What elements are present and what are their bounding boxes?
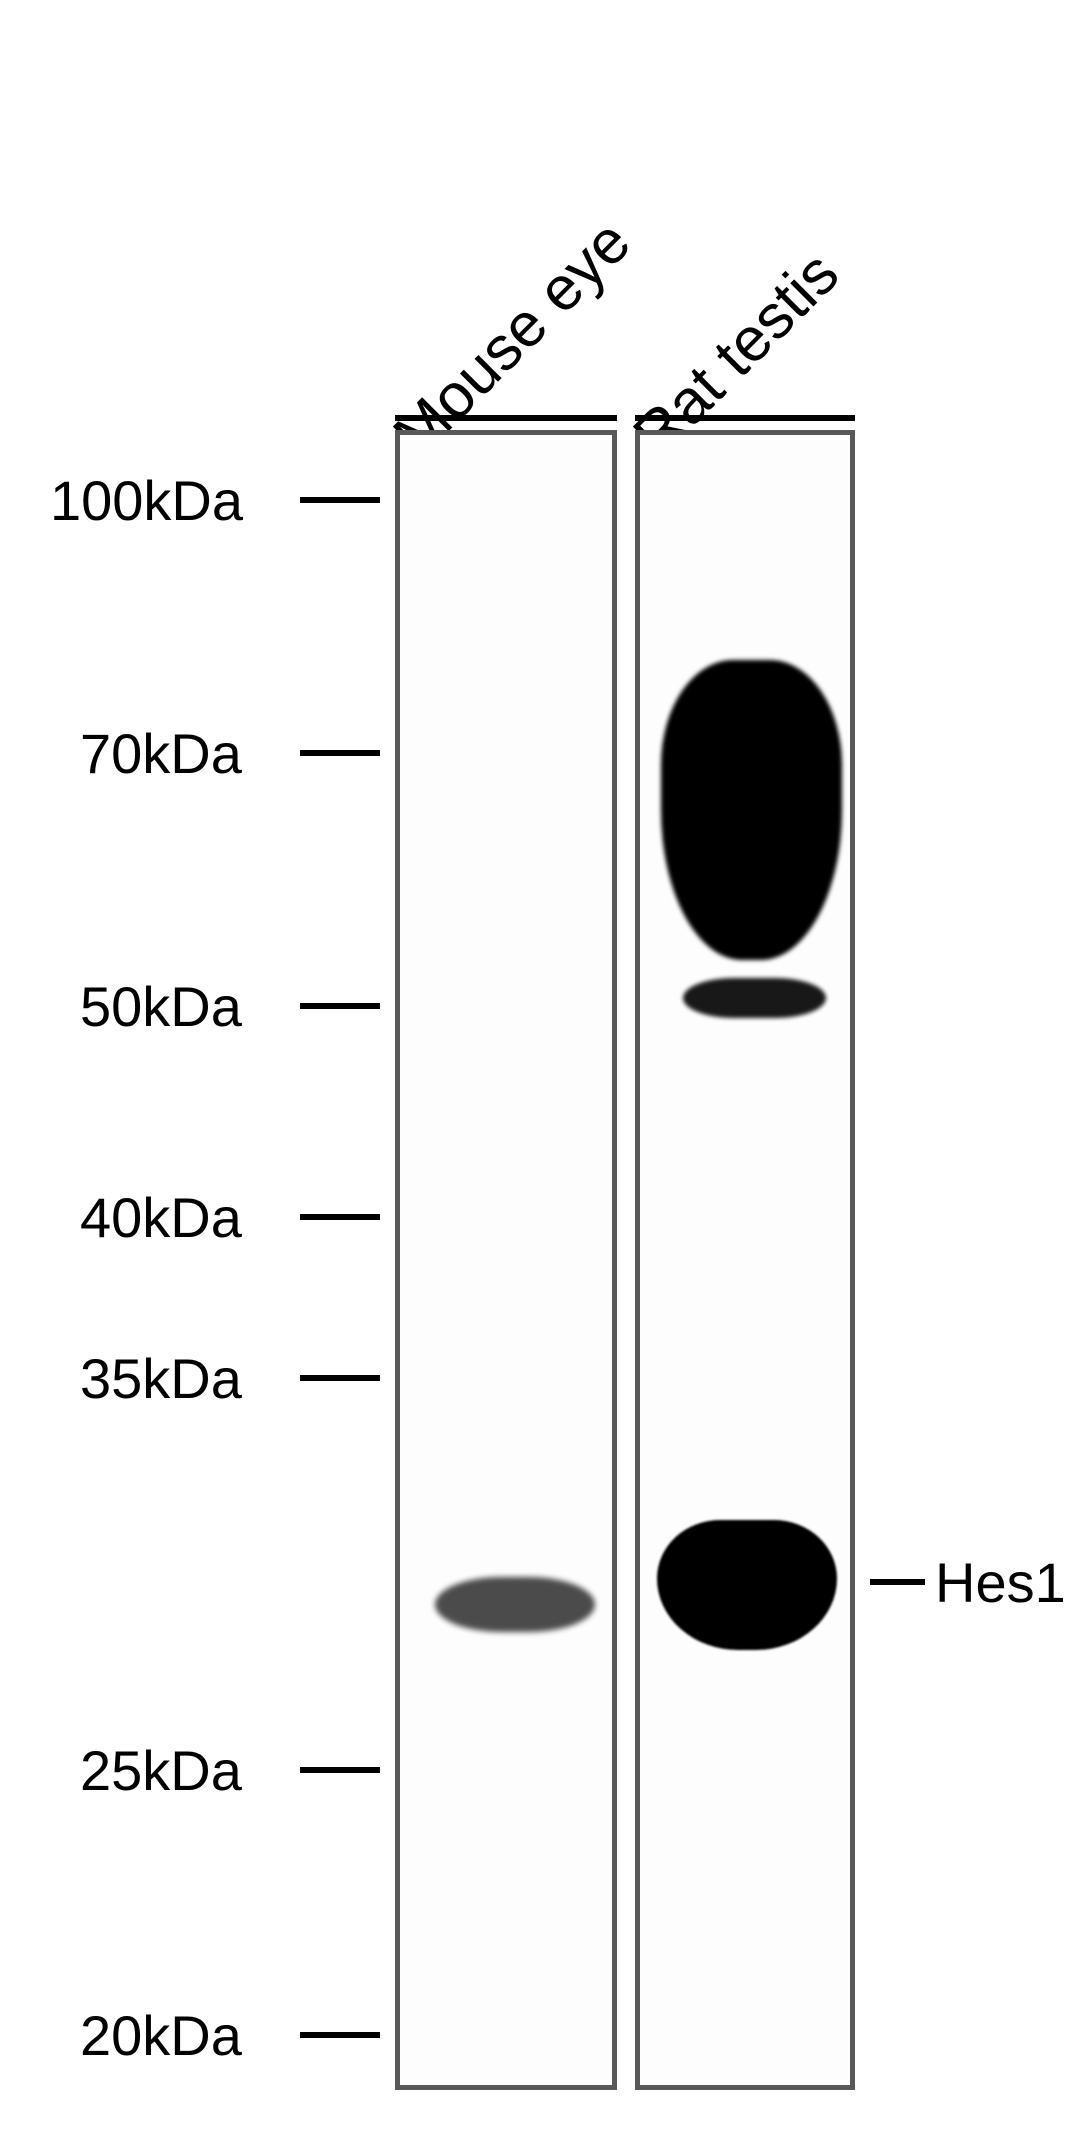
western-blot-figure: Mouse eyeRat testis100kDa70kDa50kDa40kDa…: [0, 0, 1080, 2147]
blot-band: [657, 1520, 837, 1650]
mw-marker-label: 50kDa: [80, 974, 242, 1039]
mw-marker-tick: [300, 750, 380, 756]
mw-marker-label: 20kDa: [80, 2003, 242, 2068]
blot-band: [435, 1577, 595, 1632]
target-tick: [870, 1579, 925, 1585]
mw-marker-label: 25kDa: [80, 1738, 242, 1803]
mw-marker-tick: [300, 1767, 380, 1773]
target-label: Hes1: [935, 1550, 1066, 1615]
mw-marker-label: 70kDa: [80, 721, 242, 786]
mw-marker-tick: [300, 2032, 380, 2038]
mw-marker-tick: [300, 1375, 380, 1381]
blot-band: [661, 660, 841, 960]
mw-marker-tick: [300, 1214, 380, 1220]
mw-marker-label: 100kDa: [50, 468, 243, 533]
mw-marker-tick: [300, 497, 380, 503]
mw-marker-label: 40kDa: [80, 1185, 242, 1250]
blot-lane: [395, 430, 617, 2090]
mw-marker-tick: [300, 1003, 380, 1009]
lane-underline: [395, 415, 617, 421]
blot-band: [683, 978, 826, 1018]
mw-marker-label: 35kDa: [80, 1346, 242, 1411]
lane-underline: [635, 415, 855, 421]
